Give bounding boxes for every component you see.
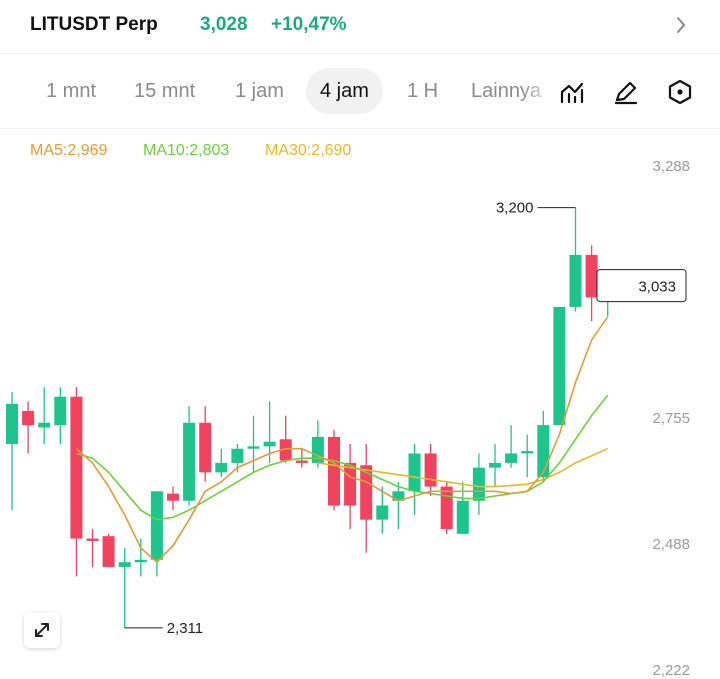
tab-1-jam[interactable]: 1 jam (235, 80, 284, 102)
candle-body (521, 451, 534, 454)
y-tick-label: 2,222 (652, 662, 690, 679)
expand-icon (35, 623, 49, 637)
candle-body (505, 453, 518, 463)
settings-hexagon-icon[interactable] (666, 78, 694, 106)
candle-body (102, 536, 115, 567)
candle-body (344, 462, 357, 506)
low-label: 2,311 (167, 620, 203, 637)
candle-body (231, 448, 244, 463)
ma5-line (75, 316, 609, 564)
ma10-label: MA10:2,803 (143, 142, 230, 159)
candle-body (118, 562, 131, 567)
candle-body (440, 486, 453, 530)
candle-body (537, 425, 550, 478)
candle-body (569, 254, 582, 307)
ma5-label: MA5:2,969 (30, 142, 108, 159)
candle-body (489, 462, 501, 468)
chart-indicator-icon[interactable] (558, 78, 586, 106)
candle-body (86, 538, 99, 541)
candlestick-chart[interactable]: 3,288 2,755 2,488 2,222 3,200 2,311 3,033 (0, 130, 720, 679)
tab-4-jam[interactable]: 4 jam (306, 68, 383, 114)
last-price: 3,028 (200, 14, 248, 35)
header: LITUSDT Perp 3,028 +10,47% (0, 0, 720, 52)
candle-body (279, 439, 292, 461)
candle-body (22, 410, 35, 426)
tab-fade (520, 68, 560, 114)
candle-body (456, 500, 469, 534)
candle-body (134, 559, 147, 563)
candle-body (328, 436, 340, 506)
pencil-icon[interactable] (612, 78, 640, 106)
candle-body (54, 396, 67, 426)
candle-body (472, 467, 485, 501)
expand-button[interactable] (24, 612, 60, 648)
high-label: 3,200 (496, 200, 534, 217)
candle-body (38, 422, 51, 428)
timeframe-tabs: 1 mnt 15 mnt 1 jam 4 jam 1 H Lainnya (0, 68, 720, 116)
candle-body (263, 441, 276, 447)
pair-name[interactable]: LITUSDT Perp (30, 14, 158, 35)
candle-body (295, 460, 308, 463)
price-change: +10,47% (271, 14, 347, 35)
tabs-divider (0, 128, 720, 129)
y-tick-label: 3,288 (652, 158, 690, 175)
candle-body (6, 403, 18, 445)
candle-body (424, 453, 437, 487)
ma30-line (317, 447, 609, 488)
candle-body (247, 446, 260, 449)
ma30-label: MA30:2,690 (265, 142, 352, 159)
candle-body (408, 453, 421, 492)
candle-body (376, 505, 389, 520)
y-tick-label: 2,755 (652, 410, 690, 427)
candle-body (199, 422, 212, 473)
candle-body (585, 254, 598, 298)
y-tick-label: 2,488 (652, 536, 690, 553)
candle-body (70, 396, 83, 539)
header-divider (0, 53, 720, 54)
candle-body (392, 491, 405, 501)
candle-body (167, 493, 179, 501)
tab-15-mnt[interactable]: 15 mnt (134, 80, 196, 102)
candle-body (215, 462, 228, 473)
chevron-right-icon[interactable] (668, 10, 694, 40)
candle-body (553, 306, 566, 426)
tab-1-mnt[interactable]: 1 mnt (46, 80, 97, 102)
last-price-label: 3,033 (638, 279, 676, 296)
tab-1-h[interactable]: 1 H (407, 80, 439, 102)
candle-body (150, 491, 163, 560)
candle-body (183, 422, 196, 501)
last-price-box (596, 269, 687, 303)
candle-body (360, 465, 373, 520)
